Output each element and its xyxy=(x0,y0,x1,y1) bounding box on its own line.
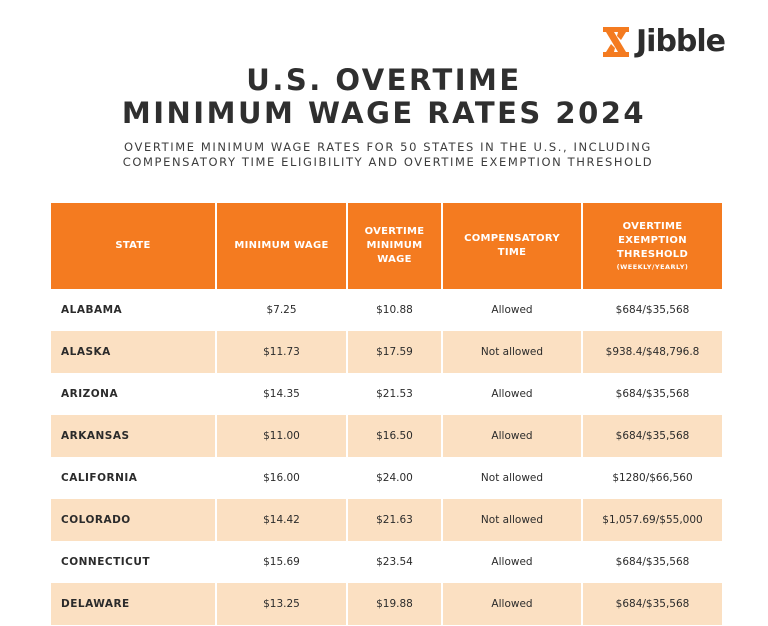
threshold-cell: $1,057.69/$55,000 xyxy=(582,499,722,541)
state-cell: DELAWARE xyxy=(51,583,217,625)
minimum-wage-cell: $14.42 xyxy=(216,499,348,541)
minimum-wage-cell: $13.25 xyxy=(216,583,348,625)
table-row: ARIZONA $14.35 $21.53 Allowed $684/$35,5… xyxy=(51,373,722,415)
compensatory-time-cell: Allowed xyxy=(442,541,583,583)
table-row: ALABAMA $7.25 $10.88 Allowed $684/$35,56… xyxy=(51,289,722,331)
state-cell: COLORADO xyxy=(51,499,217,541)
table-row: ARKANSAS $11.00 $16.50 Allowed $684/$35,… xyxy=(51,415,722,457)
threshold-cell: $938.4/$48,796.8 xyxy=(582,331,722,373)
overtime-wage-cell: $21.63 xyxy=(347,499,443,541)
state-cell: ARKANSAS xyxy=(51,415,217,457)
wage-table: STATE MINIMUM WAGE OVERTIME MINIMUM WAGE… xyxy=(51,203,722,625)
threshold-cell: $684/$35,568 xyxy=(582,289,722,331)
threshold-cell: $684/$35,568 xyxy=(582,541,722,583)
state-cell: CONNECTICUT xyxy=(51,541,217,583)
table-row: ALASKA $11.73 $17.59 Not allowed $938.4/… xyxy=(51,331,722,373)
overtime-wage-cell: $19.88 xyxy=(347,583,443,625)
header-thr-line1: OVERTIME xyxy=(622,220,683,232)
page-title-line1: U.S. OVERTIME xyxy=(246,63,522,97)
page-title-line2: MINIMUM WAGE RATES 2024 xyxy=(121,96,647,130)
compensatory-time-cell: Allowed xyxy=(442,583,583,625)
table-row: COLORADO $14.42 $21.63 Not allowed $1,05… xyxy=(51,499,722,541)
header-minimum-wage: MINIMUM WAGE xyxy=(216,203,348,289)
header-thr-line3: THRESHOLD xyxy=(616,248,689,260)
overtime-wage-cell: $21.53 xyxy=(347,373,443,415)
compensatory-time-cell: Not allowed xyxy=(442,457,583,499)
minimum-wage-cell: $11.73 xyxy=(216,331,348,373)
compensatory-time-cell: Allowed xyxy=(442,373,583,415)
table-row: CONNECTICUT $15.69 $23.54 Allowed $684/$… xyxy=(51,541,722,583)
overtime-wage-cell: $24.00 xyxy=(347,457,443,499)
overtime-wage-cell: $16.50 xyxy=(347,415,443,457)
header-ot-line1: OVERTIME xyxy=(364,226,425,237)
header-comp-line2: TIME xyxy=(497,247,527,258)
header-ot-line2: MINIMUM xyxy=(366,240,423,251)
header-compensatory-time: COMPENSATORY TIME xyxy=(442,203,583,289)
overtime-wage-cell: $10.88 xyxy=(347,289,443,331)
logo-text: Jibble xyxy=(636,24,726,59)
hourglass-logo-icon xyxy=(603,27,629,57)
table-header-row: STATE MINIMUM WAGE OVERTIME MINIMUM WAGE… xyxy=(51,203,722,289)
state-cell: ARIZONA xyxy=(51,373,217,415)
header-overtime-exemption-threshold: OVERTIME EXEMPTION THRESHOLD (WEEKLY/YEA… xyxy=(582,203,722,289)
page-subtitle: OVERTIME MINIMUM WAGE RATES FOR 50 STATE… xyxy=(100,140,676,170)
header-state-label: STATE xyxy=(115,240,151,251)
compensatory-time-cell: Allowed xyxy=(442,289,583,331)
table-row: CALIFORNIA $16.00 $24.00 Not allowed $12… xyxy=(51,457,722,499)
compensatory-time-cell: Not allowed xyxy=(442,499,583,541)
overtime-wage-cell: $23.54 xyxy=(347,541,443,583)
threshold-cell: $1280/$66,560 xyxy=(582,457,722,499)
subtitle-line1: OVERTIME MINIMUM WAGE RATES FOR 50 STATE… xyxy=(124,140,652,154)
minimum-wage-cell: $15.69 xyxy=(216,541,348,583)
minimum-wage-cell: $11.00 xyxy=(216,415,348,457)
minimum-wage-cell: $16.00 xyxy=(216,457,348,499)
compensatory-time-cell: Not allowed xyxy=(442,331,583,373)
subtitle-line2: COMPENSATORY TIME ELIGIBILITY AND OVERTI… xyxy=(122,155,654,169)
compensatory-time-cell: Allowed xyxy=(442,415,583,457)
threshold-cell: $684/$35,568 xyxy=(582,415,722,457)
jibble-logo: Jibble xyxy=(602,24,726,59)
header-ot-line3: WAGE xyxy=(377,254,412,265)
state-cell: ALABAMA xyxy=(51,289,217,331)
minimum-wage-cell: $7.25 xyxy=(216,289,348,331)
header-comp-line1: COMPENSATORY xyxy=(464,233,560,244)
header-thr-line2: EXEMPTION xyxy=(618,234,687,246)
header-state: STATE xyxy=(51,203,217,289)
minimum-wage-cell: $14.35 xyxy=(216,373,348,415)
threshold-cell: $684/$35,568 xyxy=(582,373,722,415)
overtime-wage-cell: $17.59 xyxy=(347,331,443,373)
header-thr-sub: (WEEKLY/YEARLY) xyxy=(616,262,689,271)
header-minimum-wage-label: MINIMUM WAGE xyxy=(234,240,329,251)
header-overtime-minimum-wage: OVERTIME MINIMUM WAGE xyxy=(347,203,443,289)
state-cell: CALIFORNIA xyxy=(51,457,217,499)
table-row: DELAWARE $13.25 $19.88 Allowed $684/$35,… xyxy=(51,583,722,625)
threshold-cell: $684/$35,568 xyxy=(582,583,722,625)
state-cell: ALASKA xyxy=(51,331,217,373)
wage-table-container: STATE MINIMUM WAGE OVERTIME MINIMUM WAGE… xyxy=(51,203,722,625)
